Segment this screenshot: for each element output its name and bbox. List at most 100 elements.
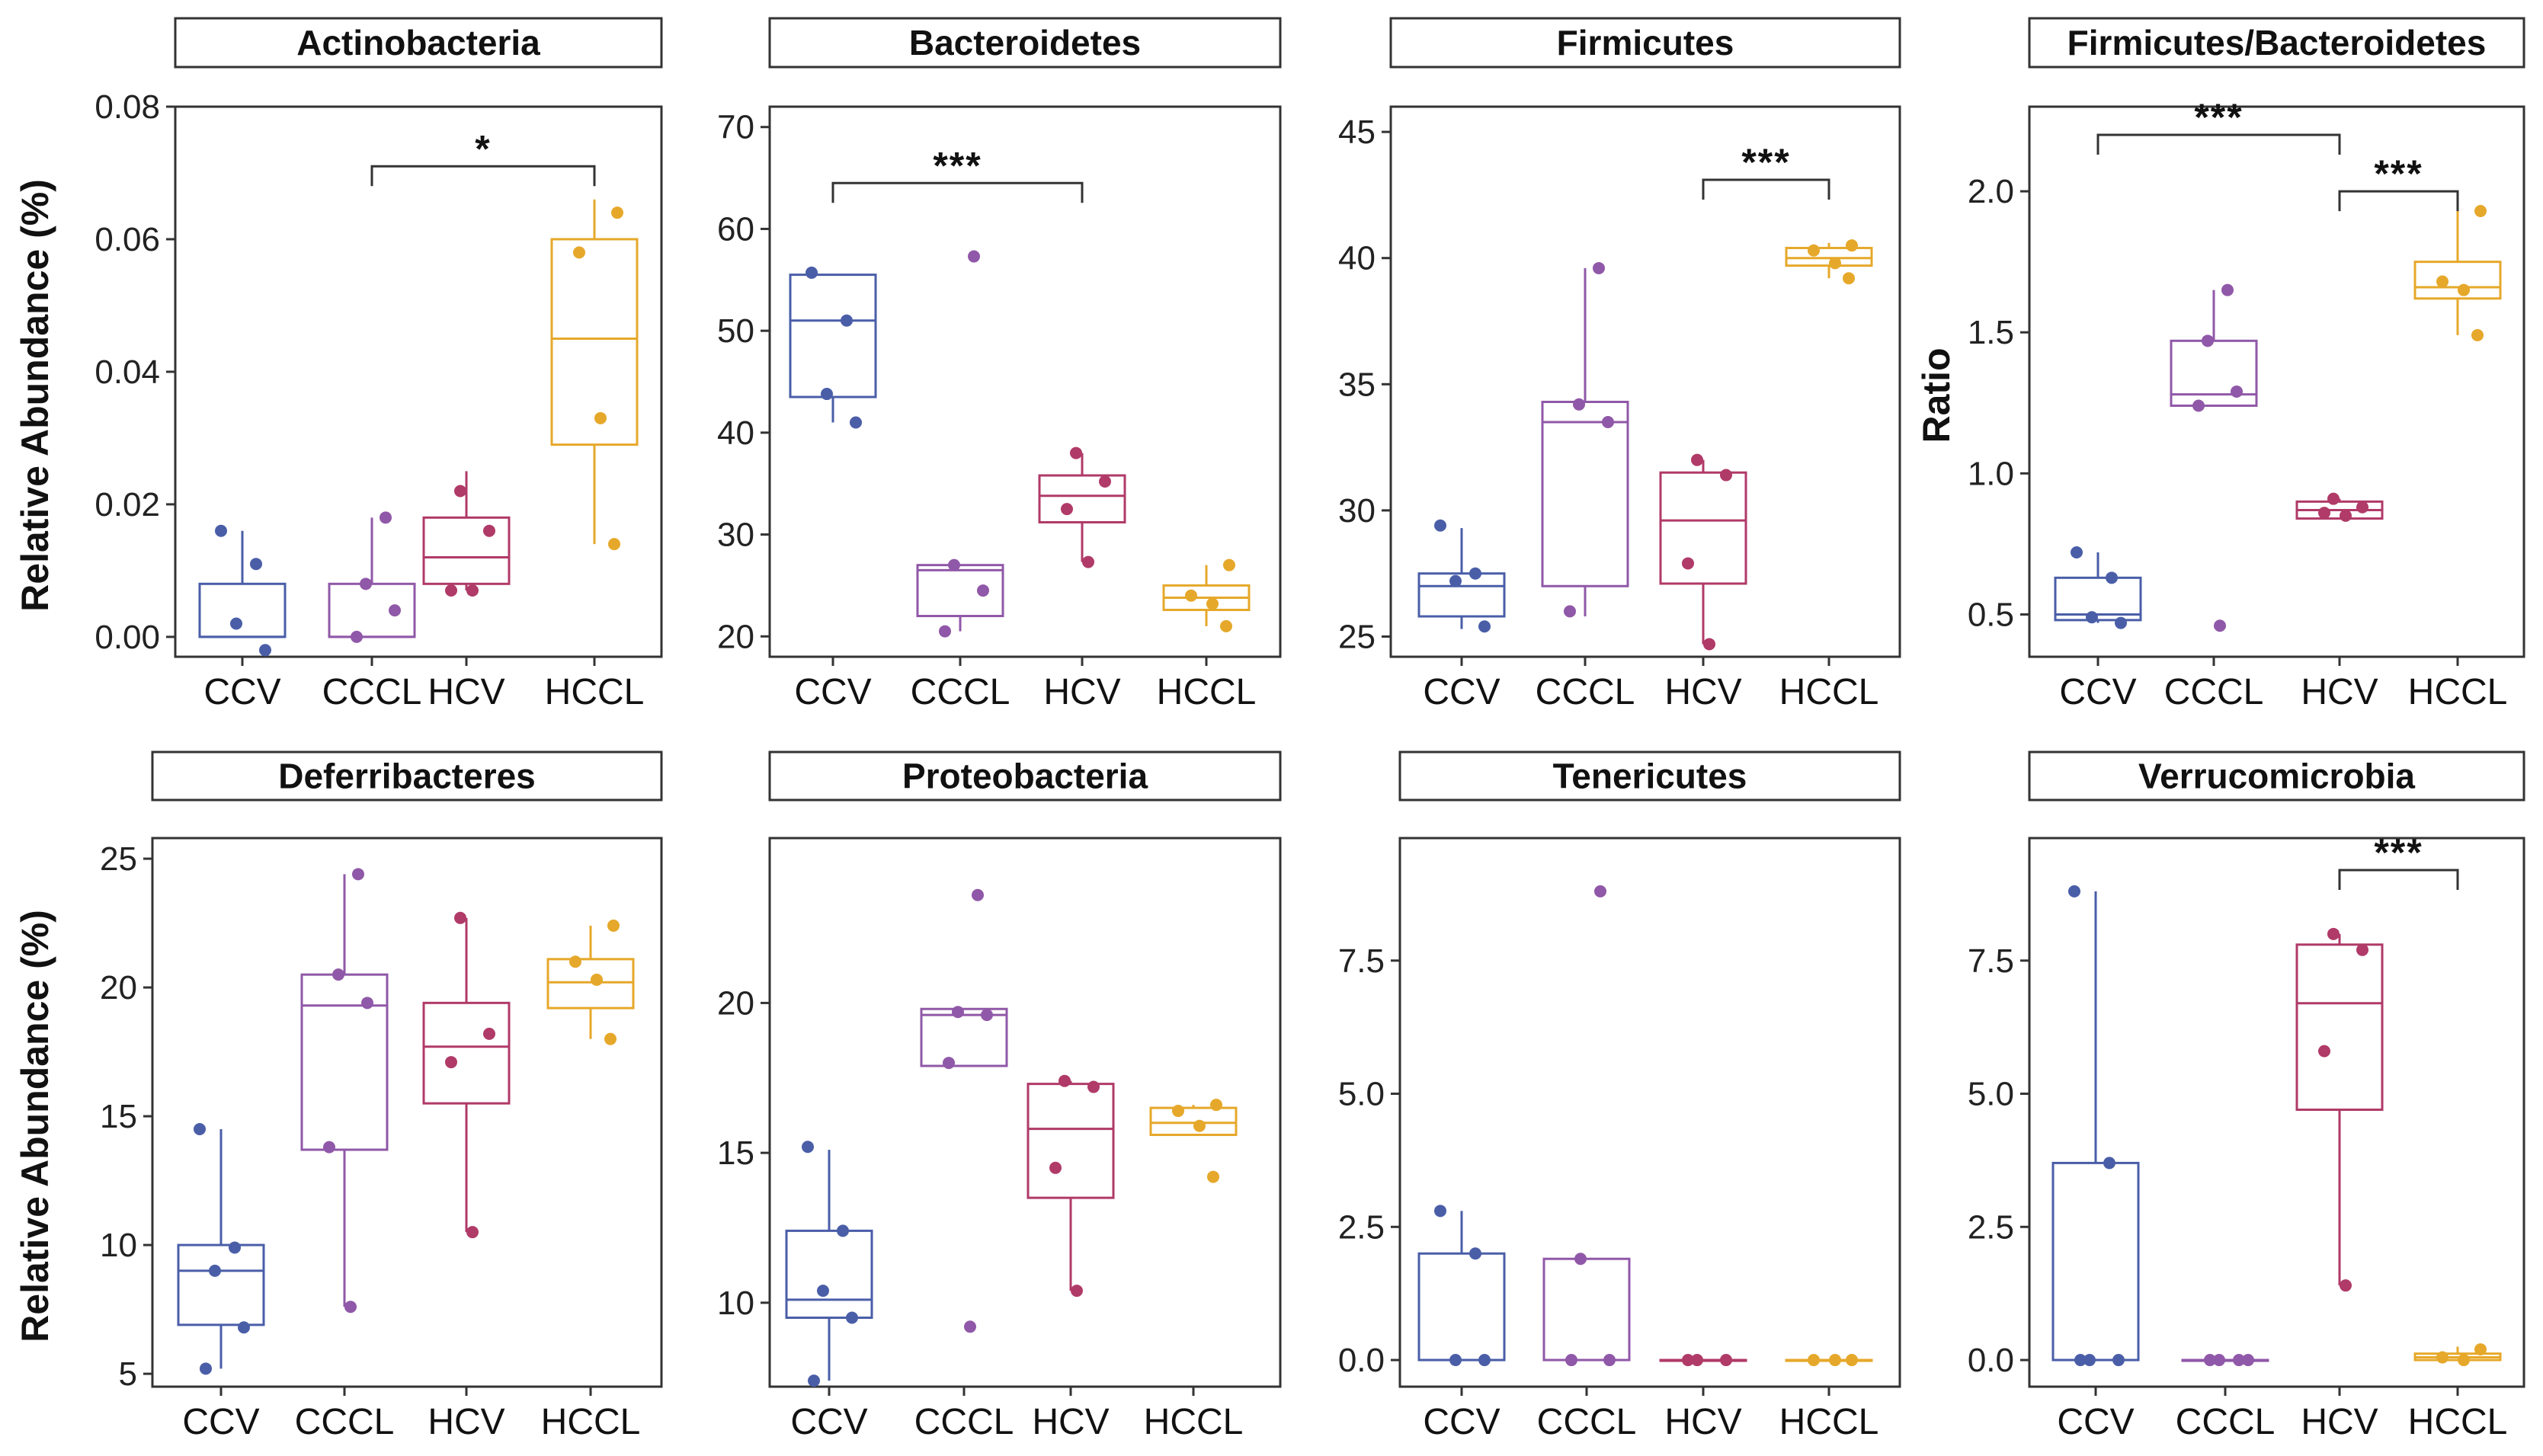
y-tick-label: 20 xyxy=(717,984,754,1022)
data-point xyxy=(1469,1247,1481,1260)
x-tick-label: CCCL xyxy=(914,1402,1014,1442)
y-tick-label: 0.5 xyxy=(1968,596,2014,633)
box-iqr xyxy=(328,582,416,638)
data-point xyxy=(1207,1170,1219,1183)
y-tick-label: 5 xyxy=(119,1355,137,1393)
data-point xyxy=(1808,244,1820,257)
data-point xyxy=(1829,1354,1841,1367)
x-tick-label: HCV xyxy=(1032,1402,1109,1442)
data-point xyxy=(594,411,607,424)
y-tick-label: 30 xyxy=(717,517,754,554)
data-point xyxy=(389,604,401,617)
y-tick-label: 1.0 xyxy=(1968,455,2014,492)
x-tick-label: CCV xyxy=(2057,1402,2134,1442)
y-tick-label: 10 xyxy=(100,1227,137,1264)
data-point xyxy=(1070,446,1082,459)
data-point xyxy=(611,206,623,219)
data-point xyxy=(805,266,818,279)
x-tick-label: HCV xyxy=(428,672,504,712)
y-tick-label: 15 xyxy=(100,1098,137,1135)
bracket-line xyxy=(831,181,1084,203)
x-tick-label: HCCL xyxy=(1779,672,1879,712)
y-tick-label: 70 xyxy=(717,109,754,146)
data-point xyxy=(2242,1354,2254,1367)
data-point xyxy=(1478,620,1491,633)
data-point xyxy=(2221,283,2234,296)
data-point xyxy=(2458,1354,2470,1367)
box-hccl xyxy=(1785,242,1873,279)
y-axis-label: Relative Abundance (%) xyxy=(14,910,56,1342)
x-tick-label: CCCL xyxy=(2176,1402,2276,1442)
data-point xyxy=(2458,283,2470,296)
box-ccv xyxy=(1417,1211,1506,1362)
box-iqr xyxy=(422,1001,511,1105)
y-tick-label: 10 xyxy=(717,1285,754,1322)
data-point xyxy=(1185,589,1197,602)
data-point xyxy=(2327,492,2340,505)
y-tick-label: 25 xyxy=(100,840,137,878)
data-point xyxy=(608,538,620,551)
y-tick-label: 0.06 xyxy=(94,221,160,258)
panel-actinobacteria: Actinobacteria 0.00 0.02 0.04 0.06 0.08 CCV CCC… xyxy=(14,17,663,712)
panel-firmicutes-bacteroidetes: Firmicutes/Bacteroidetes 0.5 1.0 1.5 2.0 CCV C… xyxy=(1915,17,2525,712)
x-tick-label: CCV xyxy=(794,672,871,712)
x-tick-label: CCCL xyxy=(1536,672,1635,712)
y-tick-label: 2.0 xyxy=(1968,173,2014,210)
y-tick-label: 7.5 xyxy=(1968,942,2014,980)
box-iqr xyxy=(789,274,877,398)
plot-frame xyxy=(1398,837,1901,1388)
data-point xyxy=(939,625,951,638)
data-point xyxy=(943,1057,955,1070)
data-point xyxy=(445,1056,457,1069)
data-point xyxy=(2233,1354,2245,1367)
panel-strip xyxy=(768,750,1282,802)
plot-frame xyxy=(174,105,663,658)
box-cccl xyxy=(1541,267,1629,617)
x-tick-label: HCCL xyxy=(541,1402,641,1442)
box-ccv xyxy=(2051,891,2140,1362)
x-tick-label: CCCL xyxy=(295,1402,395,1442)
box-iqr xyxy=(1541,400,1629,587)
panel-title: Firmicutes xyxy=(1557,23,1734,62)
data-point xyxy=(2318,1045,2330,1058)
data-point xyxy=(454,485,466,498)
data-point xyxy=(2214,619,2226,632)
box-cccl xyxy=(920,1007,1008,1067)
box-hcv xyxy=(1038,453,1126,562)
data-point xyxy=(230,617,242,630)
data-point xyxy=(466,584,479,597)
y-tick-label: 0.0 xyxy=(1968,1342,2014,1379)
y-tick-label: 40 xyxy=(717,414,754,452)
data-point xyxy=(2474,204,2487,217)
data-point xyxy=(2340,509,2352,522)
data-point xyxy=(2436,275,2449,288)
panel-deferribacteres: Deferribacteres 5 10 15 20 25 CCV CCCL HCV HCCL Re… xyxy=(14,750,663,1442)
box-hcv xyxy=(422,471,511,591)
data-point xyxy=(846,1311,858,1324)
data-point xyxy=(1172,1105,1184,1118)
box-iqr xyxy=(2295,943,2384,1112)
box-hccl xyxy=(1785,1358,1873,1362)
data-point xyxy=(445,584,457,597)
data-point xyxy=(850,416,862,429)
data-point xyxy=(466,1226,479,1239)
data-point xyxy=(1061,503,1073,516)
box-cccl xyxy=(2181,1358,2269,1362)
box-iqr xyxy=(1542,1257,1631,1362)
data-point xyxy=(1087,1080,1100,1093)
data-point xyxy=(1808,1354,1820,1367)
data-point xyxy=(841,314,853,327)
data-point xyxy=(1574,1253,1587,1266)
bracket-line xyxy=(2096,133,2341,155)
box-iqr xyxy=(2170,339,2258,407)
data-point xyxy=(238,1321,250,1334)
box-iqr xyxy=(1149,1106,1238,1137)
y-tick-label: 50 xyxy=(717,312,754,350)
panel-strip xyxy=(174,17,663,69)
data-point xyxy=(2474,1343,2487,1356)
box-iqr xyxy=(785,1229,873,1320)
data-point xyxy=(1691,453,1703,466)
data-point xyxy=(1703,638,1715,651)
bracket-line xyxy=(2338,869,2459,890)
x-tick-label: HCCL xyxy=(2408,1402,2508,1442)
